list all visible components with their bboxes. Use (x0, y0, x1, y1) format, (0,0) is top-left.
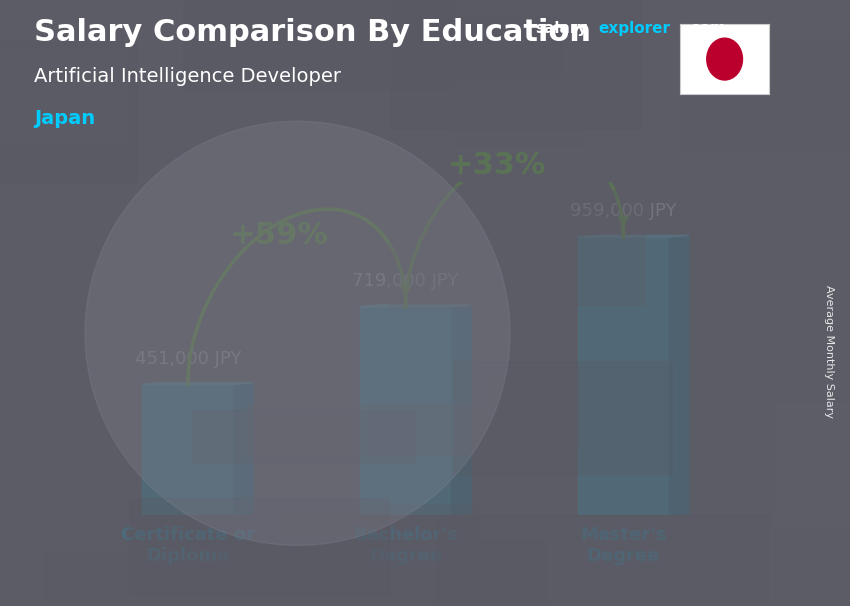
Bar (388, 186, 485, 308)
Bar (679, 38, 850, 150)
Polygon shape (142, 382, 253, 384)
Bar (389, 0, 641, 129)
Bar (436, 515, 768, 606)
Bar (0, 41, 138, 182)
Bar (0, 50, 127, 141)
Bar (183, 0, 454, 90)
Bar (246, 404, 488, 455)
Polygon shape (669, 235, 689, 515)
Text: Average Monthly Salary: Average Monthly Salary (824, 285, 834, 418)
Bar (44, 551, 237, 606)
Bar (220, 540, 546, 606)
Text: salary: salary (536, 21, 588, 36)
Ellipse shape (85, 121, 510, 545)
Text: Japan: Japan (34, 109, 95, 128)
Bar (479, 367, 581, 444)
Text: +59%: +59% (230, 221, 329, 250)
Polygon shape (451, 305, 471, 515)
Bar (455, 361, 672, 474)
Polygon shape (578, 235, 688, 237)
Text: explorer: explorer (598, 21, 671, 36)
Polygon shape (142, 384, 234, 515)
Text: 959,000 JPY: 959,000 JPY (570, 202, 677, 221)
Bar (0, 0, 122, 66)
Polygon shape (578, 237, 669, 515)
Bar (278, 505, 480, 586)
Bar (774, 403, 850, 527)
Bar (489, 190, 643, 305)
Text: 451,000 JPY: 451,000 JPY (134, 350, 241, 368)
Circle shape (706, 38, 743, 80)
Polygon shape (234, 382, 253, 515)
Text: 719,000 JPY: 719,000 JPY (353, 272, 459, 290)
Text: +33%: +33% (448, 152, 547, 181)
Text: .com: .com (686, 21, 727, 36)
Bar (454, 56, 583, 146)
Polygon shape (360, 307, 451, 515)
Bar (191, 410, 415, 462)
Bar (455, 18, 562, 78)
Text: Artificial Intelligence Developer: Artificial Intelligence Developer (34, 67, 341, 85)
Text: Salary Comparison By Education: Salary Comparison By Education (34, 18, 591, 47)
Bar (129, 498, 388, 595)
Polygon shape (360, 305, 471, 307)
